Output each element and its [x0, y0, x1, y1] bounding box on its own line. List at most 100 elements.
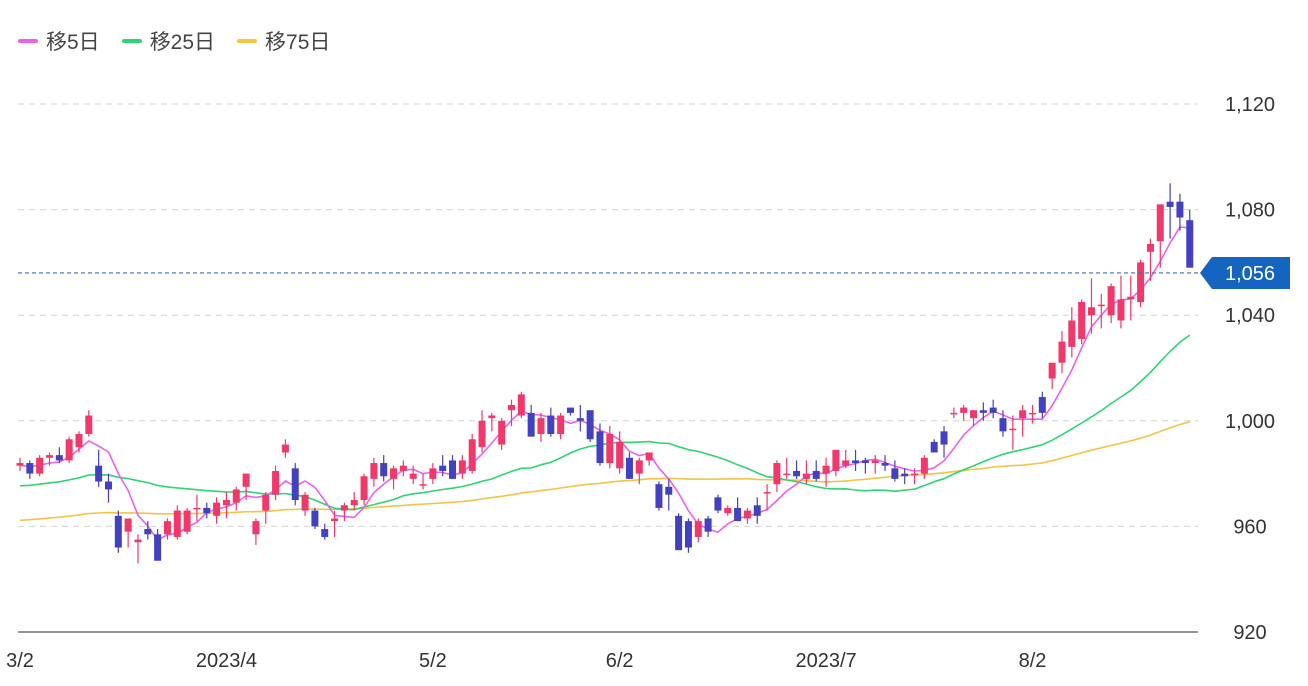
candle [861, 457, 869, 474]
candle-body [891, 468, 899, 479]
candle-body [576, 418, 584, 421]
candle-body [616, 441, 624, 469]
candle [970, 410, 978, 427]
candle-body [645, 452, 653, 461]
candle [566, 407, 574, 416]
candle-body [468, 439, 476, 471]
candle-body [694, 521, 702, 537]
candle-body [380, 463, 388, 477]
candle [714, 494, 722, 514]
candle-layer [16, 183, 1194, 564]
candle [380, 455, 388, 482]
legend-label-ma25: 移25日 [149, 31, 216, 54]
candle [812, 460, 820, 482]
candle-body [822, 465, 830, 474]
candle [498, 418, 506, 450]
candle [881, 455, 889, 471]
legend-item-ma25[interactable]: 移25日 [121, 26, 216, 56]
candle-body [960, 407, 968, 413]
candle-body [16, 463, 24, 466]
candle [301, 492, 309, 516]
y-tick-label: 1,120 [1225, 94, 1275, 116]
candle-body [439, 465, 447, 471]
candle-body [1038, 397, 1046, 413]
candle-body [763, 492, 771, 494]
candle-body [1117, 299, 1125, 321]
candle-body [970, 410, 978, 419]
candle-body [871, 460, 879, 464]
candle [65, 436, 73, 464]
candle [213, 497, 221, 524]
candle-body [832, 449, 840, 471]
candle [350, 492, 358, 511]
candle [439, 455, 447, 477]
candle [360, 473, 368, 506]
candle-body [596, 431, 604, 464]
candle [596, 423, 604, 466]
axis-layer: 1,120 1,080 1,040 1,000 960 920 3/2 2023/4 5/2 6/… [6, 94, 1290, 672]
legend-item-ma5[interactable]: 移5日 [18, 26, 100, 56]
candle [1009, 415, 1017, 450]
candle-body [272, 470, 280, 495]
candle-body [104, 481, 112, 490]
legend-label-ma75: 移75日 [265, 31, 331, 54]
candle [802, 460, 810, 485]
candle [842, 449, 850, 469]
last-price-tag [1200, 256, 1290, 289]
candle [940, 426, 948, 458]
candle-body [242, 473, 250, 487]
candle [989, 399, 997, 419]
candle-body [350, 500, 358, 506]
candle [1097, 294, 1105, 329]
candle [458, 455, 466, 479]
x-tick-label: 6/2 [606, 650, 634, 672]
candle-body [1107, 286, 1115, 316]
candle-body [1058, 341, 1066, 363]
candle-body [508, 404, 515, 411]
candle-body [183, 510, 191, 532]
candle-body [999, 418, 1007, 432]
candle [999, 410, 1007, 437]
y-tick-label: 1,000 [1225, 411, 1275, 433]
candle-body [812, 470, 820, 479]
candle-body [940, 431, 948, 445]
legend-swatch-ma75 [237, 39, 258, 43]
candle-body [222, 500, 230, 506]
candle-body [743, 510, 751, 519]
candle-body [95, 465, 103, 482]
candle [1028, 404, 1036, 424]
candle-body [26, 463, 34, 474]
candle [655, 481, 663, 511]
last-price-label: 1,056 [1225, 263, 1275, 285]
candle [1068, 307, 1076, 358]
y-tick-label: 1,080 [1225, 200, 1275, 222]
candle-body [331, 518, 339, 522]
candle [222, 492, 230, 519]
candle [773, 460, 781, 493]
candle [232, 486, 240, 511]
candle [911, 468, 919, 485]
candle-body [1019, 410, 1027, 419]
candle [576, 404, 584, 432]
candle-body [881, 463, 889, 466]
candle [763, 484, 771, 511]
candle-body [193, 507, 201, 510]
ma5-line [19, 226, 1190, 541]
candle-body [537, 418, 545, 434]
candle-body [655, 484, 663, 508]
legend-item-ma75[interactable]: 移75日 [237, 26, 330, 56]
candle-body [586, 410, 594, 440]
candle-body [753, 505, 761, 516]
candle [124, 518, 132, 548]
candle [1107, 283, 1115, 324]
x-tick-label: 3/2 [6, 650, 34, 672]
candle [1048, 362, 1056, 390]
candle [134, 534, 142, 564]
candle-body [45, 455, 53, 458]
y-tick-label: 920 [1233, 622, 1266, 644]
candle-body [252, 521, 260, 535]
candle [55, 447, 63, 464]
candle [527, 404, 535, 437]
candle-body [684, 521, 692, 548]
candle-body [557, 415, 565, 434]
